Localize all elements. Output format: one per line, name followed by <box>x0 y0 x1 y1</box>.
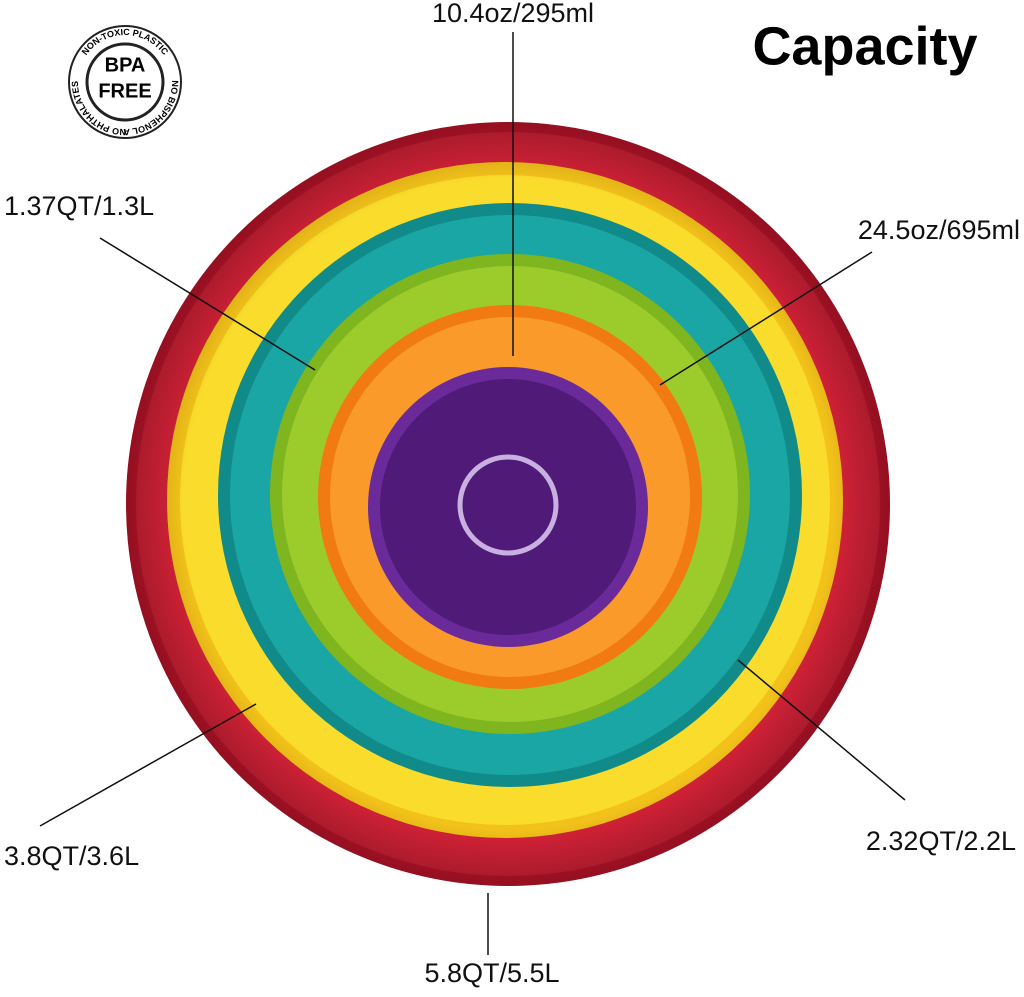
capacity-label: 10.4oz/295ml <box>432 0 594 28</box>
badge-arc: NON-TOXIC PLASTIC <box>80 27 171 57</box>
capacity-label: 5.8QT/5.5L <box>424 958 559 988</box>
badge-top-arc: NON-TOXIC PLASTIC <box>80 27 171 57</box>
leader-line <box>99 237 316 371</box>
bowl-shade <box>126 122 890 886</box>
badge-inner <box>85 42 165 122</box>
badge-line2: FREE <box>98 80 151 102</box>
leader-line <box>39 703 257 827</box>
leader-line <box>737 659 906 801</box>
capacity-label: 2.32QT/2.2L <box>866 826 1016 856</box>
leaders <box>39 32 906 955</box>
capacity-label: 24.5oz/695ml <box>858 215 1020 245</box>
capacity-label: 1.37QT/1.3L <box>4 191 154 221</box>
capacity-label: 3.8QT/3.6L <box>4 841 139 871</box>
badge-line1: BPA <box>105 54 146 76</box>
title: Capacity <box>752 16 977 76</box>
bowls <box>126 122 890 886</box>
leader-line <box>659 251 873 386</box>
badge-outer <box>68 25 182 139</box>
badge: BPA FREE NON-TOXIC PLASTIC NO BISPHENOL … <box>68 25 182 139</box>
